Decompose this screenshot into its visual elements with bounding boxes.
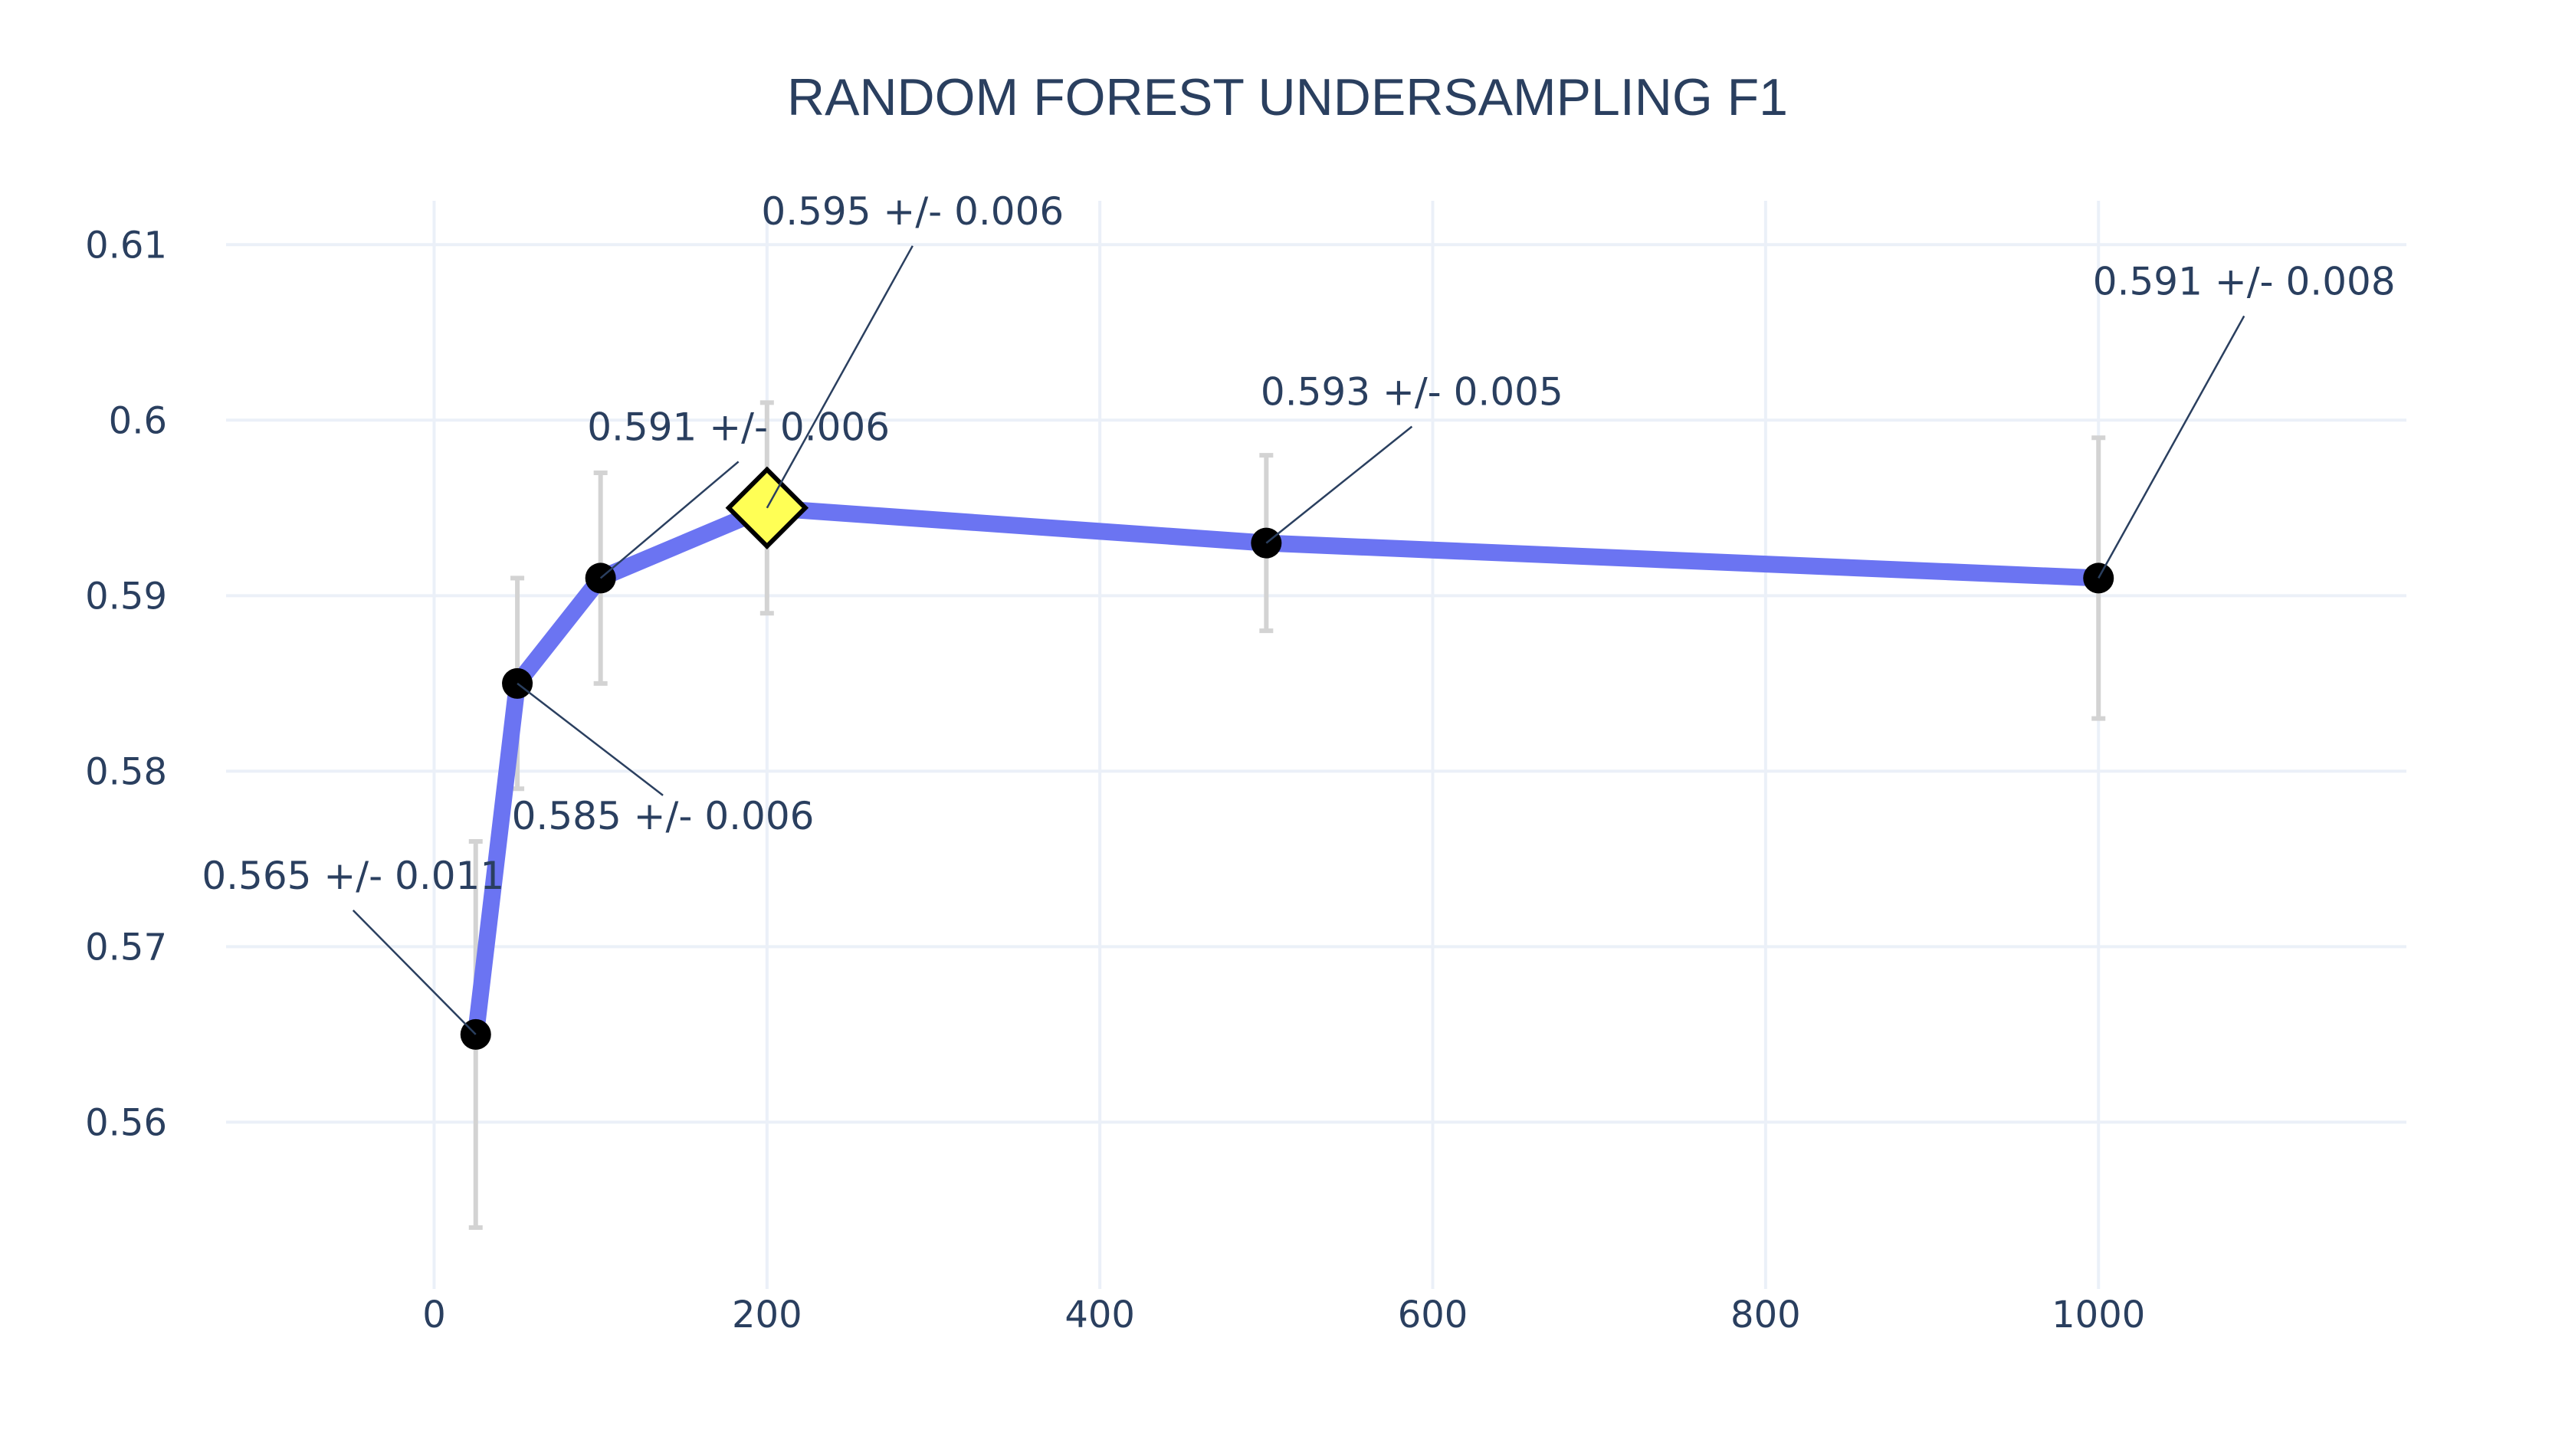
tick-labels: 0 200 400 600 800 1000 0.56 0.57 0.58 0.59 0.6 0.61: [85, 224, 2145, 1336]
annotation-arrow: [1265, 425, 1413, 544]
grid: [226, 201, 2406, 1289]
x-tick-label: 1000: [2052, 1294, 2145, 1336]
annotation-label: 0.585 +/- 0.006: [512, 794, 815, 838]
x-tick-label: 0: [422, 1294, 446, 1336]
chart-title: RANDOM FOREST UNDERSAMPLING F1: [787, 68, 1788, 126]
annotation-label: 0.565 +/- 0.011: [202, 854, 504, 898]
annotation-label: 0.591 +/- 0.008: [2093, 259, 2396, 303]
annotation-label: 0.593 +/- 0.005: [1261, 370, 1563, 415]
annotation-arrow: [599, 461, 740, 579]
x-tick-label: 800: [1730, 1294, 1801, 1336]
y-tick-label: 0.61: [85, 224, 167, 267]
y-tick-label: 0.59: [85, 575, 167, 618]
annotation-arrow: [2098, 315, 2245, 579]
annotation-arrow: [517, 682, 664, 796]
best-point-marker: [725, 466, 809, 550]
x-tick-label: 600: [1398, 1294, 1468, 1336]
y-tick-label: 0.56: [85, 1101, 167, 1144]
y-tick-label: 0.6: [109, 399, 167, 442]
annotation-label: 0.591 +/- 0.006: [587, 405, 890, 449]
annotation-label: 0.595 +/- 0.006: [761, 189, 1064, 234]
x-tick-label: 200: [732, 1294, 802, 1336]
y-tick-label: 0.57: [85, 926, 167, 969]
markers: [460, 466, 2114, 1050]
annotation-arrow: [352, 910, 477, 1035]
annotation-arrow: [766, 245, 914, 509]
y-tick-label: 0.58: [85, 750, 167, 793]
series-line: [467, 499, 2108, 1043]
x-tick-label: 400: [1064, 1294, 1135, 1336]
series-line-group: [467, 499, 2108, 1043]
